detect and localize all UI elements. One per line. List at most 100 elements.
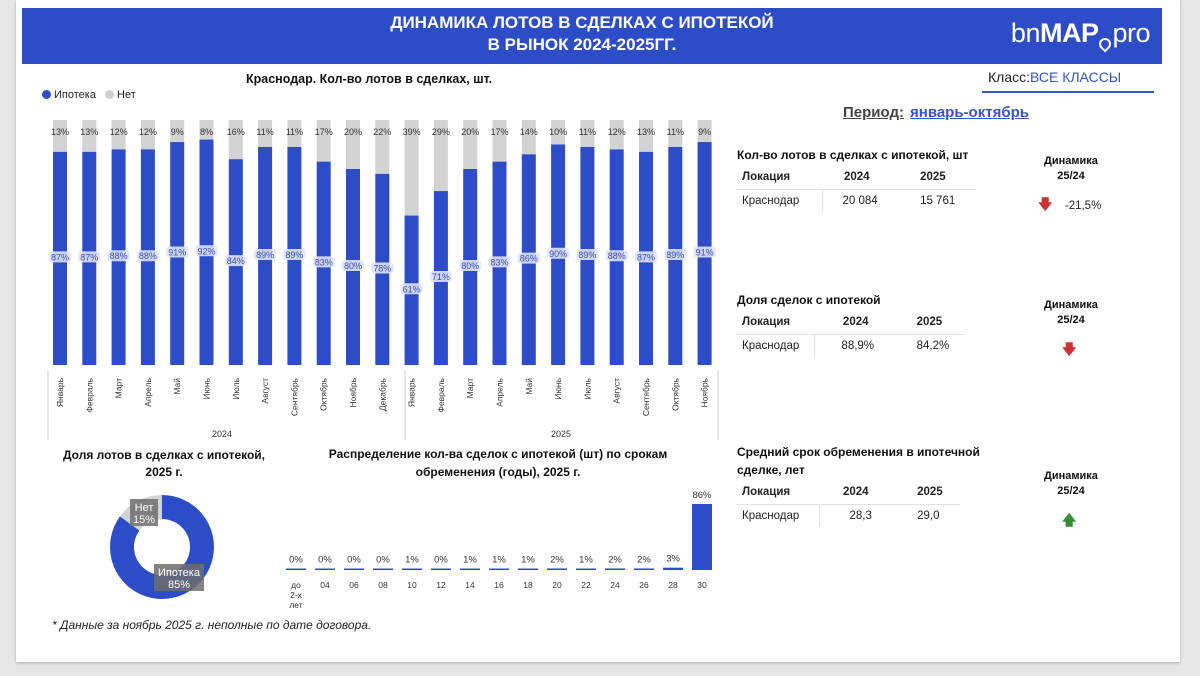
dist-tick-label-12: 26 <box>639 580 649 590</box>
period-filter[interactable]: Период: январь-октябрь <box>843 104 1029 121</box>
dist-tick-label-7: 16 <box>494 580 504 590</box>
footnote: * Данные за ноябрь 2025 г. неполные по д… <box>52 618 372 632</box>
dist-tick-label-0-1: 2-х <box>290 590 303 600</box>
lots-dynamics: 🡇 -21,5% <box>1038 194 1101 218</box>
bar-none-4 <box>170 120 185 143</box>
dist-bar-9 <box>547 568 567 570</box>
share-table-title: Доля сделок с ипотекой <box>737 293 881 307</box>
tick-label-11: Декабрь <box>377 377 387 411</box>
label-mortgage-11: 78% <box>373 263 391 273</box>
class-filter[interactable]: Класс:ВСЕ КЛАССЫ <box>988 69 1121 85</box>
label-none-1: 13% <box>80 127 98 137</box>
cell-2025: 84,2% <box>888 334 964 357</box>
dist-value-label-0: 0% <box>289 555 303 566</box>
label-bg-mortgage-0 <box>49 251 71 263</box>
label-mortgage-2: 88% <box>110 251 128 261</box>
donut-label-name-none: Нет <box>135 502 154 514</box>
label-bg-mortgage-7 <box>254 248 277 260</box>
class-filter-label: Класс: <box>988 69 1030 85</box>
logo-text-bn: bn <box>1010 18 1041 48</box>
label-mortgage-12: 61% <box>403 284 421 294</box>
tick-label-12: Январь <box>407 377 417 407</box>
dist-bar-4 <box>402 568 422 570</box>
label-mortgage-17: 90% <box>549 249 567 259</box>
bar-none-10 <box>346 120 360 169</box>
bar-none-19 <box>609 120 624 150</box>
dist-tick-label-1: 04 <box>320 580 330 590</box>
donut-label-value-mortgage: 85% <box>168 579 190 591</box>
label-mortgage-18: 89% <box>578 250 596 260</box>
tick-label-16: Май <box>524 378 534 395</box>
dist-bar-0 <box>286 568 306 570</box>
dist-bar-7 <box>489 568 509 570</box>
arrow-up-icon: 🡅 <box>1062 512 1077 528</box>
main-chart-legend: Ипотека Нет <box>42 89 136 101</box>
label-bg-mortgage-3 <box>136 250 159 262</box>
bar-none-14 <box>463 120 478 169</box>
label-none-7: 11% <box>256 127 273 137</box>
dist-bar-6 <box>460 568 480 570</box>
label-none-5: 8% <box>200 127 213 137</box>
dist-value-label-9: 2% <box>550 554 564 565</box>
header-location: Локация <box>742 486 791 498</box>
label-bg-mortgage-16 <box>517 252 540 264</box>
label-none-6: 16% <box>227 127 245 137</box>
table-header-row: Локация 2024 2025 <box>736 480 960 505</box>
label-bg-mortgage-12 <box>400 283 423 295</box>
label-none-2: 12% <box>110 127 128 137</box>
label-bg-mortgage-9 <box>312 256 335 268</box>
label-none-12: 39% <box>403 127 421 137</box>
bar-none-13 <box>433 120 448 192</box>
label-bg-mortgage-21 <box>664 248 687 260</box>
label-none-11: 22% <box>373 127 391 137</box>
dist-value-label-8: 1% <box>521 555 535 566</box>
header-2025: 2025 <box>917 486 943 498</box>
arrow-down-icon: 🡇 <box>1062 341 1077 357</box>
label-none-18: 11% <box>579 127 596 137</box>
lots-table-title: Кол-во лотов в сделках с ипотекой, шт <box>737 148 969 162</box>
bnmap-logo: bnMAP pro <box>1010 18 1150 53</box>
label-bg-mortgage-11 <box>371 262 394 274</box>
tick-label-2: Март <box>114 378 124 398</box>
header-2025: 2025 <box>916 316 943 328</box>
dist-bar-3 <box>373 568 393 570</box>
dist-value-label-3: 0% <box>376 555 390 566</box>
dist-tick-label-6: 14 <box>465 580 475 590</box>
dist-bar-10 <box>576 568 596 570</box>
label-none-16: 14% <box>520 127 538 137</box>
header-banner: ДИНАМИКА ЛОТОВ В СДЕЛКАХ С ИПОТЕКОЙ В РЫ… <box>22 8 1162 64</box>
label-bg-mortgage-18 <box>576 248 599 260</box>
dist-tick-label-13: 28 <box>668 580 678 590</box>
dist-value-label-12: 2% <box>637 554 651 565</box>
tick-label-3: Апрель <box>143 377 153 406</box>
bar-none-5 <box>199 120 214 140</box>
period-value[interactable]: январь-октябрь <box>910 104 1029 121</box>
dist-bar-1 <box>315 568 335 570</box>
label-mortgage-21: 89% <box>666 250 684 260</box>
tick-label-10: Ноябрь <box>348 377 358 407</box>
tick-label-19: Август <box>612 378 622 404</box>
label-mortgage-7: 89% <box>256 250 274 260</box>
class-filter-value[interactable]: ВСЕ КЛАССЫ <box>1030 69 1122 85</box>
bar-none-6 <box>228 120 243 160</box>
label-bg-mortgage-15 <box>488 256 511 268</box>
label-bg-mortgage-22 <box>693 246 716 258</box>
share-dynamics-title-line1: Динамика <box>1044 299 1098 311</box>
label-none-0: 13% <box>51 127 69 137</box>
bar-none-0 <box>53 120 67 152</box>
cell-location: Краснодар <box>736 504 819 527</box>
tick-label-9: Октябрь <box>319 377 329 411</box>
cell-location: Краснодар <box>736 334 815 357</box>
label-mortgage-22: 91% <box>696 248 714 258</box>
dist-tick-label-10: 22 <box>581 580 591 590</box>
term-dynamics-title: Динамика 25/24 <box>1026 469 1116 499</box>
lots-dynamics-title-line1: Динамика <box>1044 155 1098 167</box>
label-mortgage-0: 87% <box>51 252 69 262</box>
label-mortgage-14: 80% <box>461 261 479 271</box>
bar-none-2 <box>111 120 126 150</box>
donut-label-bg-mortgage <box>154 564 204 591</box>
label-bg-mortgage-2 <box>107 250 130 262</box>
period-label: Период: <box>843 104 904 121</box>
tick-label-21: Октябрь <box>670 377 680 411</box>
label-none-9: 17% <box>315 127 333 137</box>
